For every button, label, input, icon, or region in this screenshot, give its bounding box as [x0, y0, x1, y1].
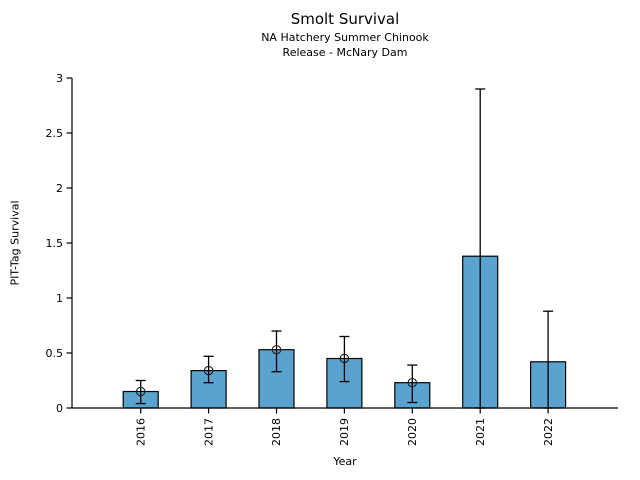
- y-tick-label: 2.5: [46, 127, 64, 140]
- chart-title: Smolt Survival: [290, 10, 400, 28]
- y-tick-label: 0: [56, 402, 63, 415]
- x-axis-label: Year: [333, 455, 357, 468]
- y-tick-label: 1: [56, 292, 63, 305]
- x-tick-label-2016: 2016: [134, 418, 147, 446]
- point-marker-2020: [407, 377, 418, 388]
- x-tick-label-2017: 2017: [202, 418, 215, 446]
- x-tick-label-2019: 2019: [338, 418, 351, 446]
- point-marker-2017: [203, 365, 214, 376]
- x-tick-label-2021: 2021: [474, 418, 487, 446]
- chart-subtitle-line2: Release - McNary Dam: [282, 46, 408, 59]
- y-tick-label: 3: [56, 72, 63, 85]
- point-marker-2018: [271, 344, 282, 355]
- y-tick-label: 0.5: [46, 347, 64, 360]
- point-marker-2016: [135, 386, 146, 397]
- x-tick-label-2018: 2018: [270, 418, 283, 446]
- y-tick-label: 2: [56, 182, 63, 195]
- x-tick-label-2022: 2022: [542, 418, 555, 446]
- point-marker-2019: [339, 353, 350, 364]
- y-tick-label: 1.5: [46, 237, 64, 250]
- chart-subtitle-line1: NA Hatchery Summer Chinook: [261, 31, 429, 44]
- x-tick-label-2020: 2020: [406, 418, 419, 446]
